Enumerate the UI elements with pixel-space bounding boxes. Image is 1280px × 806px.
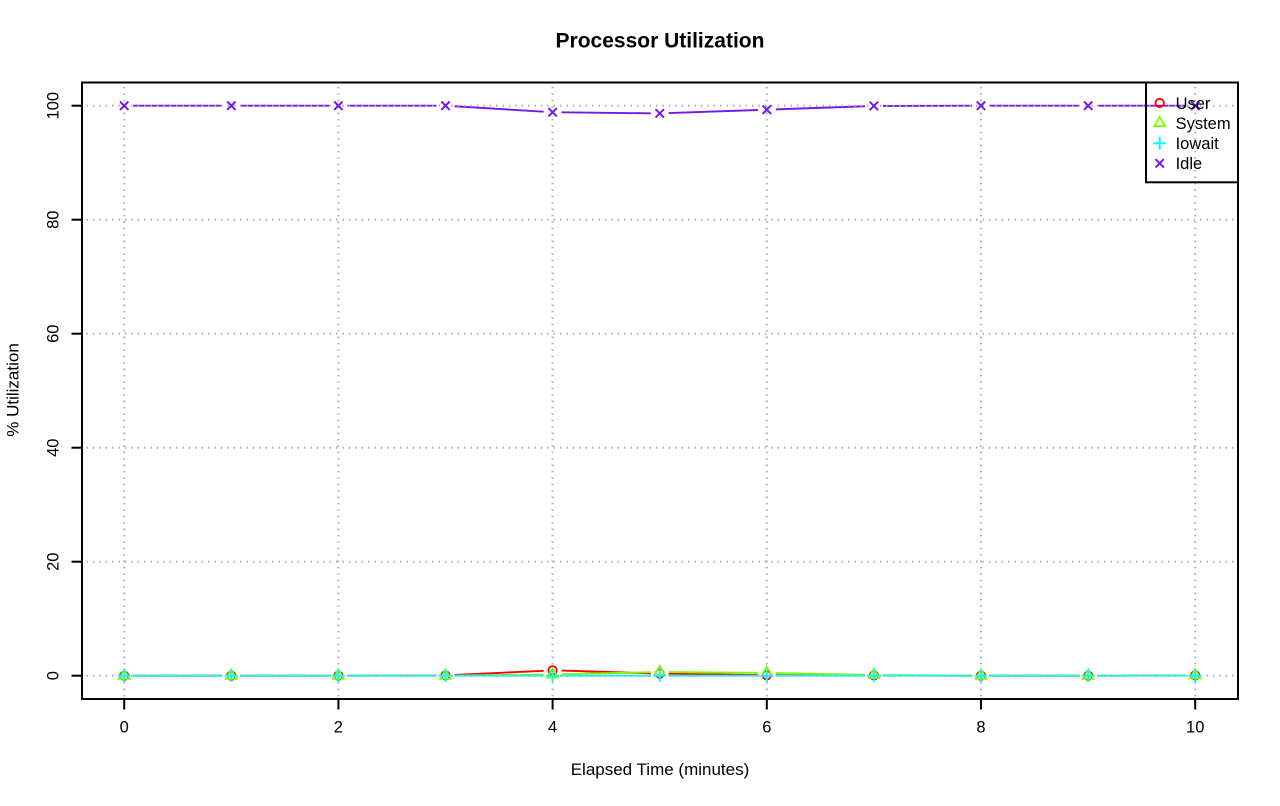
svg-text:8: 8 xyxy=(976,719,985,737)
svg-text:Processor Utilization: Processor Utilization xyxy=(556,30,765,53)
svg-text:% Utilization: % Utilization xyxy=(4,343,23,437)
svg-text:Idle: Idle xyxy=(1176,155,1203,173)
svg-text:2: 2 xyxy=(334,719,343,737)
svg-text:4: 4 xyxy=(548,719,557,737)
svg-text:10: 10 xyxy=(1186,719,1204,737)
svg-text:80: 80 xyxy=(45,211,63,229)
svg-text:0: 0 xyxy=(45,671,63,680)
svg-text:40: 40 xyxy=(45,439,63,457)
svg-text:System: System xyxy=(1176,115,1231,133)
svg-text:Elapsed Time (minutes): Elapsed Time (minutes) xyxy=(571,760,750,779)
svg-text:Iowait: Iowait xyxy=(1176,135,1220,153)
svg-text:6: 6 xyxy=(762,719,771,737)
svg-text:20: 20 xyxy=(45,553,63,571)
svg-text:60: 60 xyxy=(45,325,63,343)
svg-text:0: 0 xyxy=(120,719,129,737)
svg-text:100: 100 xyxy=(45,92,63,120)
svg-text:User: User xyxy=(1176,95,1211,113)
